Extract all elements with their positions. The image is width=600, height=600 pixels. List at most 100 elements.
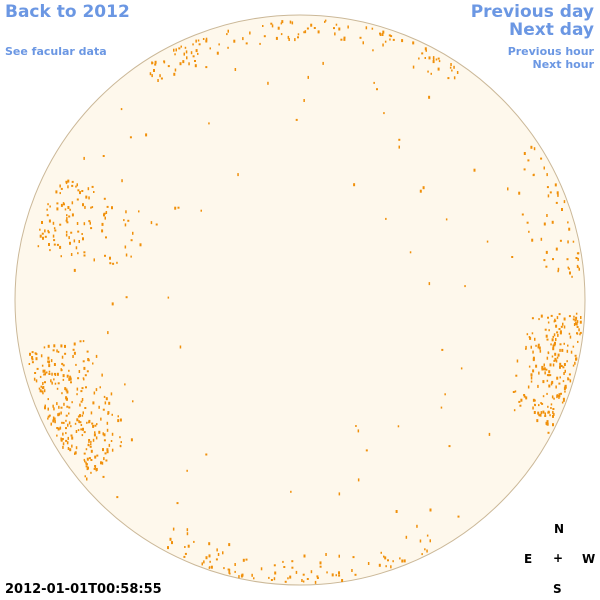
facula bbox=[540, 314, 543, 318]
facula bbox=[49, 249, 51, 252]
facula bbox=[359, 36, 362, 39]
facula bbox=[545, 250, 548, 254]
facula bbox=[561, 208, 563, 211]
facula bbox=[101, 461, 104, 465]
facula bbox=[93, 433, 96, 437]
compass-west: W bbox=[582, 552, 596, 566]
facula bbox=[95, 388, 98, 392]
facula bbox=[79, 403, 81, 407]
facula bbox=[556, 191, 559, 195]
facula bbox=[51, 381, 53, 385]
facula bbox=[549, 374, 552, 377]
facula bbox=[69, 375, 71, 378]
facula bbox=[75, 185, 77, 188]
facula bbox=[208, 554, 211, 558]
facula bbox=[288, 38, 290, 41]
facula bbox=[533, 173, 535, 176]
facula bbox=[110, 392, 113, 396]
facula bbox=[557, 267, 560, 271]
facula bbox=[132, 231, 134, 235]
facula bbox=[101, 222, 104, 226]
facula bbox=[527, 385, 530, 389]
facula bbox=[322, 61, 324, 65]
facula bbox=[51, 372, 53, 376]
facula bbox=[66, 217, 68, 221]
facula bbox=[526, 333, 529, 336]
facula bbox=[384, 40, 387, 43]
facula bbox=[216, 548, 218, 552]
facula bbox=[564, 384, 567, 388]
facula bbox=[376, 88, 378, 91]
next-day-link[interactable]: Next day bbox=[509, 20, 594, 40]
facula bbox=[78, 240, 80, 243]
facula bbox=[537, 345, 540, 349]
facula bbox=[65, 432, 67, 435]
facular-link[interactable]: See facular data bbox=[5, 45, 107, 58]
facula bbox=[552, 414, 554, 418]
facula bbox=[277, 26, 280, 30]
facula bbox=[385, 565, 387, 568]
back-link[interactable]: Back to 2012 bbox=[5, 2, 130, 22]
facula bbox=[205, 556, 208, 560]
next-hour-link[interactable]: Next hour bbox=[532, 58, 595, 71]
facula bbox=[445, 218, 448, 221]
facula bbox=[65, 439, 68, 442]
facula bbox=[242, 558, 245, 562]
facula bbox=[67, 436, 69, 440]
facula bbox=[564, 390, 566, 393]
facula bbox=[577, 266, 579, 269]
facula bbox=[103, 213, 105, 217]
facula bbox=[333, 27, 335, 30]
facula bbox=[488, 432, 491, 436]
facula bbox=[437, 67, 440, 71]
facula bbox=[313, 27, 316, 29]
previous-day-link[interactable]: Previous day bbox=[470, 2, 594, 22]
facula bbox=[317, 30, 320, 34]
facula bbox=[163, 60, 166, 63]
facula bbox=[62, 378, 65, 381]
facula bbox=[186, 532, 189, 536]
facula bbox=[260, 567, 263, 571]
facula bbox=[548, 329, 550, 332]
facula bbox=[576, 326, 579, 328]
facula bbox=[44, 404, 46, 408]
facula bbox=[556, 331, 559, 334]
facula bbox=[65, 181, 68, 185]
facula bbox=[61, 355, 64, 359]
facula bbox=[104, 254, 106, 257]
facula bbox=[435, 58, 438, 61]
facula bbox=[262, 25, 264, 27]
facula bbox=[289, 20, 292, 24]
facula bbox=[119, 444, 122, 447]
facula bbox=[556, 316, 559, 320]
facula bbox=[574, 319, 577, 322]
facula bbox=[392, 38, 395, 41]
facula bbox=[290, 490, 292, 493]
facula bbox=[47, 407, 49, 411]
facula bbox=[174, 206, 177, 210]
facula bbox=[575, 322, 577, 325]
facula bbox=[331, 573, 334, 577]
facula bbox=[546, 420, 549, 424]
facula bbox=[121, 179, 123, 183]
facula bbox=[287, 35, 290, 39]
facula bbox=[50, 422, 52, 426]
facula bbox=[576, 320, 579, 324]
facula bbox=[93, 191, 95, 193]
facula bbox=[440, 406, 443, 409]
previous-hour-link[interactable]: Previous hour bbox=[507, 45, 594, 58]
facula bbox=[542, 395, 545, 398]
facula bbox=[540, 402, 542, 404]
facula bbox=[106, 428, 109, 432]
facula bbox=[54, 417, 56, 421]
facula bbox=[66, 405, 69, 408]
facula bbox=[234, 563, 236, 566]
facula bbox=[91, 206, 94, 209]
facula bbox=[77, 189, 80, 192]
facula bbox=[62, 445, 64, 449]
facula bbox=[392, 560, 394, 563]
facula bbox=[551, 355, 554, 358]
facula bbox=[554, 341, 556, 345]
